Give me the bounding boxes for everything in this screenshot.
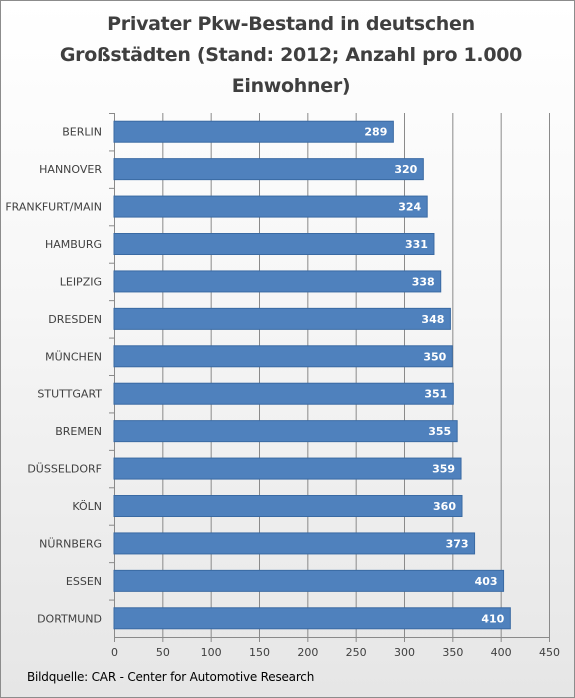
chart-title: Privater Pkw-Bestand in deutschen Großst…	[59, 13, 523, 97]
category-label: NÜRNBERG	[39, 537, 102, 550]
category-label: LEIPZIG	[60, 275, 102, 288]
x-tick-label: 150	[249, 646, 270, 659]
bar	[113, 233, 435, 255]
category-label: HANNOVER	[39, 163, 102, 176]
x-tick-label: 350	[442, 646, 463, 659]
data-label: 320	[394, 163, 417, 176]
source-note: Bildquelle: CAR - Center for Automotive …	[27, 670, 315, 684]
data-label: 331	[405, 238, 428, 251]
x-tick-label: 50	[156, 646, 170, 659]
category-label: DRESDEN	[48, 313, 102, 326]
category-label: ESSEN	[66, 575, 102, 588]
bar	[113, 120, 394, 143]
category-label: KÖLN	[72, 500, 102, 513]
category-label: FRANKFURT/MAIN	[5, 201, 102, 214]
x-tick-label: 300	[394, 646, 415, 659]
data-label: 360	[433, 500, 456, 513]
data-label: 403	[475, 575, 498, 588]
category-label: STUTTGART	[37, 388, 102, 401]
category-label: MÜNCHEN	[45, 350, 102, 363]
bar	[113, 457, 462, 480]
x-tick-label: 100	[201, 646, 222, 659]
x-tick-label: 0	[111, 646, 118, 659]
bar	[113, 382, 454, 405]
category-label: BERLIN	[62, 126, 102, 139]
x-tick-label: 200	[297, 646, 318, 659]
bar	[113, 420, 458, 443]
bar	[113, 607, 511, 630]
data-label: 351	[424, 388, 447, 401]
data-label: 355	[428, 425, 451, 438]
x-tick-label: 400	[491, 646, 512, 659]
bar	[113, 158, 424, 181]
x-tick-label: 450	[539, 646, 560, 659]
data-label: 289	[364, 126, 387, 139]
data-label: 324	[398, 201, 421, 214]
data-label: 350	[423, 350, 446, 363]
bar	[113, 195, 428, 218]
bar	[113, 569, 505, 592]
x-tick-label: 250	[346, 646, 367, 659]
category-label: HAMBURG	[45, 238, 102, 251]
bar	[113, 345, 453, 368]
bar	[113, 495, 463, 517]
bar	[113, 307, 451, 330]
category-label: DÜSSELDORF	[27, 463, 102, 476]
data-label: 359	[432, 463, 455, 476]
category-label: DORTMUND	[37, 612, 102, 625]
data-label: 338	[412, 275, 435, 288]
bar	[113, 532, 476, 555]
data-label: 348	[421, 313, 444, 326]
data-label: 410	[481, 612, 504, 625]
bar	[113, 270, 442, 293]
category-label: BREMEN	[55, 425, 102, 438]
data-label: 373	[446, 537, 469, 550]
